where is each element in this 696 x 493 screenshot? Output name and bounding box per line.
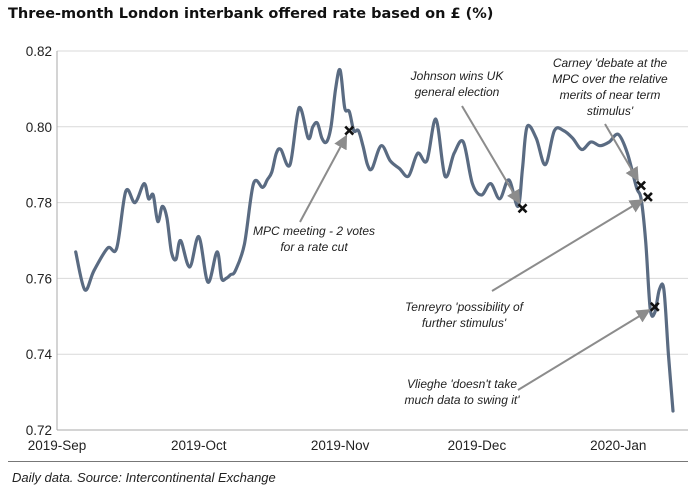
y-axis-labels: 0.72 0.74 0.76 0.78 0.80 0.82 — [26, 44, 53, 438]
annotation-label: Carney 'debate at the MPC over the relati… — [552, 56, 668, 118]
event-marker — [344, 125, 355, 136]
annotation-arrow — [299, 134, 348, 223]
chart-area: 0.72 0.74 0.76 0.78 0.80 0.82 2019-Sep 2019-Oc… — [26, 44, 688, 453]
annotation-label: Vlieghe 'doesn't take much data to swing … — [404, 377, 520, 407]
event-marker — [643, 191, 653, 202]
annotation-label: Johnson wins UK general election — [410, 69, 505, 99]
axes — [56, 51, 688, 431]
gridlines — [57, 50, 688, 355]
event-marker — [649, 301, 660, 312]
annotation-label: Tenreyro 'possibility of further stimulus… — [405, 300, 525, 330]
chart-title: Three-month London interbank offered rat… — [8, 6, 494, 22]
y-tick-label: 0.80 — [26, 120, 52, 135]
footer-divider — [8, 461, 688, 462]
series-line — [74, 67, 675, 413]
x-tick-label: 2020-Jan — [590, 438, 646, 453]
y-tick-label: 0.78 — [26, 196, 52, 211]
y-tick-label: 0.82 — [26, 44, 52, 59]
annotation-arrow — [491, 199, 644, 292]
y-tick-label: 0.76 — [26, 271, 52, 286]
x-axis-labels: 2019-Sep 2019-Oct 2019-Nov 2019-Dec 2020-Jan — [28, 438, 647, 453]
x-tick-label: 2019-Sep — [28, 438, 87, 453]
event-marker — [517, 203, 528, 214]
annotation-arrow — [461, 105, 521, 205]
y-tick-label: 0.74 — [26, 347, 53, 362]
annotation-label: MPC meeting - 2 votes for a rate cut — [253, 224, 375, 254]
annotation-arrows — [299, 105, 651, 391]
x-tick-label: 2019-Oct — [171, 438, 227, 453]
source-note: Daily data. Source: Intercontinental Exc… — [12, 470, 276, 485]
event-marker — [636, 180, 647, 191]
event-markers — [344, 125, 660, 312]
x-tick-label: 2019-Nov — [311, 438, 370, 453]
y-tick-label: 0.72 — [26, 423, 52, 438]
annotations: MPC meeting - 2 votes for a rate cut Johns… — [253, 56, 668, 407]
x-tick-label: 2019-Dec — [448, 438, 507, 453]
annotation-arrow — [604, 123, 639, 182]
annotation-arrow — [517, 309, 651, 391]
